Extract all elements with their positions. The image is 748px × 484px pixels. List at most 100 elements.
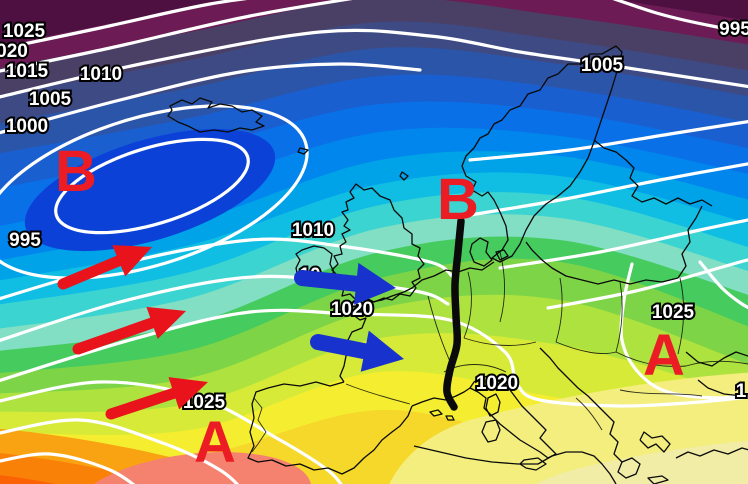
pressure-center-letter-b: B (55, 139, 97, 204)
isobar-line (0, 0, 248, 51)
country-border (555, 341, 617, 354)
country-border (615, 281, 623, 353)
isobar-label: 020 (0, 41, 28, 62)
flow-arrow-head-red (168, 377, 208, 410)
isobar-label: 1 (736, 381, 747, 402)
coastline (445, 415, 455, 421)
pressure-center-letters: B B A A (55, 139, 685, 475)
coastline (639, 431, 671, 453)
cold-front-line (443, 217, 465, 411)
country-border (615, 351, 687, 367)
coastline (469, 375, 557, 459)
flow-arrow-head-red (112, 245, 152, 277)
country-border (463, 271, 472, 339)
isobar-label: 1010 (292, 220, 334, 241)
low-pressure-core (24, 128, 276, 252)
coastline (593, 139, 713, 207)
isobar-label: 1000 (6, 116, 48, 137)
coastline (647, 475, 669, 484)
coastline (429, 409, 443, 417)
isobar-label: 1010 (80, 64, 122, 85)
country-border (685, 360, 748, 367)
flow-arrow-shaft-red (57, 251, 133, 290)
pressure-center-letter-b: B (437, 167, 479, 232)
isobar-label: 1025 (3, 21, 46, 42)
country-borders (251, 251, 748, 453)
country-border (555, 277, 563, 343)
isobar-label: 1005 (581, 55, 624, 76)
coastline (481, 419, 501, 443)
coastline (539, 347, 623, 463)
coastline (685, 351, 748, 367)
isobar-line (468, 162, 748, 217)
coastline (247, 381, 413, 475)
isobar-line (0, 380, 343, 484)
pressure-band (0, 0, 748, 69)
coastline (675, 447, 748, 459)
isobar-label: 1005 (29, 89, 72, 110)
coastline (399, 171, 409, 181)
country-border (677, 277, 685, 355)
isobar-line (0, 418, 240, 484)
flow-arrow-head-blue (354, 262, 396, 305)
isobar-line (468, 119, 748, 162)
pressure-center-letter-a: A (643, 323, 685, 388)
country-border (345, 383, 411, 405)
isobar-loop (0, 104, 309, 280)
isobar-line (0, 308, 748, 408)
country-border (499, 251, 505, 323)
isobar-label: 1015 (6, 61, 49, 82)
pressure-center-letter-a: A (194, 410, 236, 475)
isobar-loop (54, 137, 250, 235)
isobar-labels: 1025020101510101005100099510059951010101… (0, 17, 748, 415)
coastline (403, 261, 495, 293)
isobar-line (498, 218, 748, 270)
warm-overlay (0, 475, 56, 484)
coastlines (167, 45, 748, 484)
coastline (697, 379, 748, 397)
flow-arrows (57, 245, 404, 420)
isobar-line (0, 0, 353, 73)
pale-overlay (536, 440, 748, 484)
country-border (251, 397, 267, 453)
flow-arrow-head-blue (360, 330, 404, 372)
flow-arrow-head-red (146, 306, 186, 339)
country-border (619, 389, 703, 397)
flow-arrow-shaft-red (105, 384, 188, 420)
warm-core (72, 452, 312, 484)
isobar-label: 995 (719, 19, 748, 40)
isobar-line (0, 452, 136, 484)
coastline (339, 291, 405, 383)
country-border (463, 337, 537, 346)
pressure-band (0, 0, 748, 46)
flow-arrow-shaft-red (72, 314, 167, 355)
coastline (461, 45, 623, 263)
coastline (167, 97, 265, 133)
flow-arrow-shaft-blue (294, 270, 375, 293)
warm-cold-cores (0, 128, 748, 484)
coastline (617, 457, 641, 479)
isobar-line (698, 260, 748, 310)
isobar-line (0, 274, 450, 343)
isobar-label: 1020 (476, 373, 518, 394)
coastline (677, 205, 703, 279)
coastline (297, 147, 309, 155)
coastline (469, 237, 493, 267)
isobar-label: 995 (9, 230, 41, 251)
front-line-group (443, 217, 465, 411)
coastline (525, 241, 679, 285)
isobar-line (546, 258, 748, 310)
coastline (413, 445, 617, 484)
coastline (495, 249, 509, 261)
country-border (575, 397, 603, 431)
isobar-line (619, 262, 748, 400)
isobar-line (0, 62, 422, 135)
isobar-line (612, 0, 748, 34)
coastline (485, 393, 501, 417)
isobar-label: 1020 (331, 299, 373, 320)
isobar-line (0, 28, 748, 99)
isobar-label: 1025 (652, 302, 695, 323)
